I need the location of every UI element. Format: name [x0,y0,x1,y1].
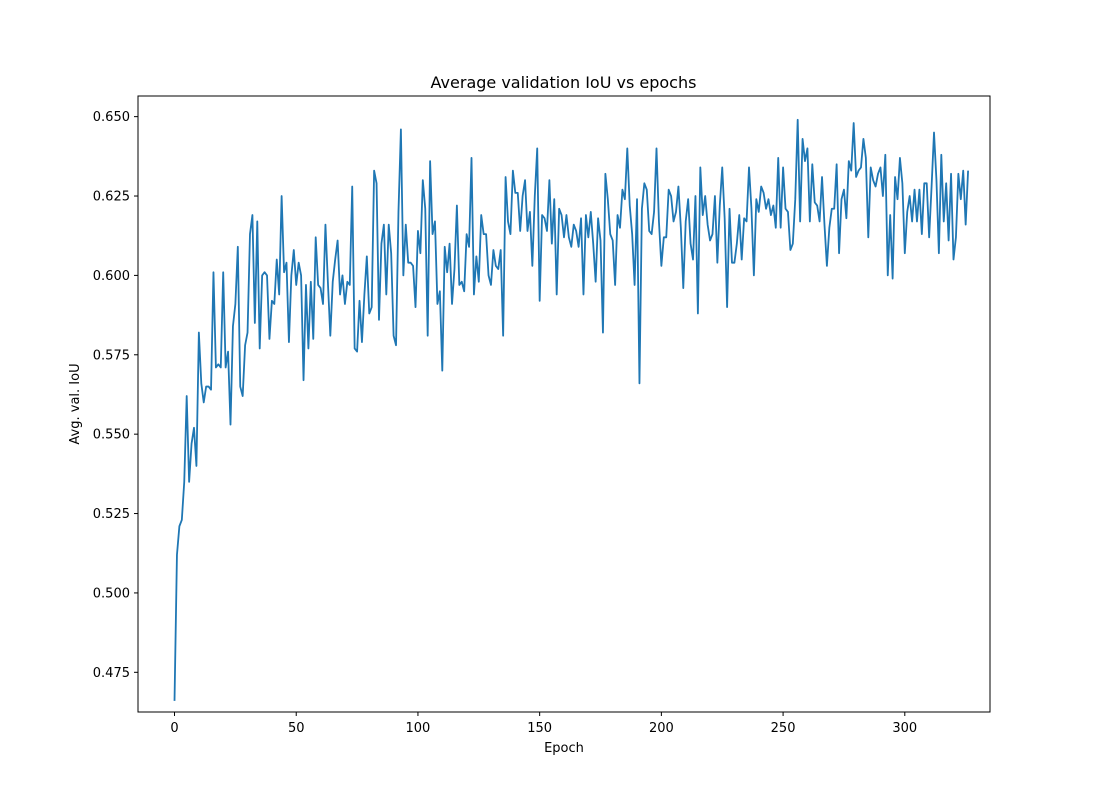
x-tick-label: 50 [288,721,305,736]
x-tick-label: 200 [649,721,674,736]
x-tick-label: 100 [406,721,431,736]
y-tick-label: 0.650 [93,110,130,125]
y-tick-label: 0.525 [93,507,130,522]
y-tick-label: 0.625 [93,190,130,205]
y-tick-label: 0.575 [93,348,130,363]
x-tick-label: 150 [527,721,552,736]
y-axis-label: Avg. val. IoU [68,363,83,444]
y-tick-label: 0.600 [93,269,130,284]
x-axis: 0 50 100 150 200 250 300 [170,712,917,736]
chart-title: Average validation IoU vs epochs [431,73,697,92]
x-axis-label: Epoch [544,741,584,756]
y-axis: 0.475 0.500 0.525 0.550 0.575 0.600 0.625 0.650 [93,110,138,681]
y-tick-label: 0.550 [93,428,130,443]
plot-area-frame [137,95,991,713]
y-tick-label: 0.500 [93,586,130,601]
series-line [173,118,969,701]
y-tick-label: 0.475 [93,666,130,681]
x-tick-label: 0 [170,721,178,736]
x-tick-label: 250 [771,721,796,736]
x-tick-label: 300 [892,721,917,736]
